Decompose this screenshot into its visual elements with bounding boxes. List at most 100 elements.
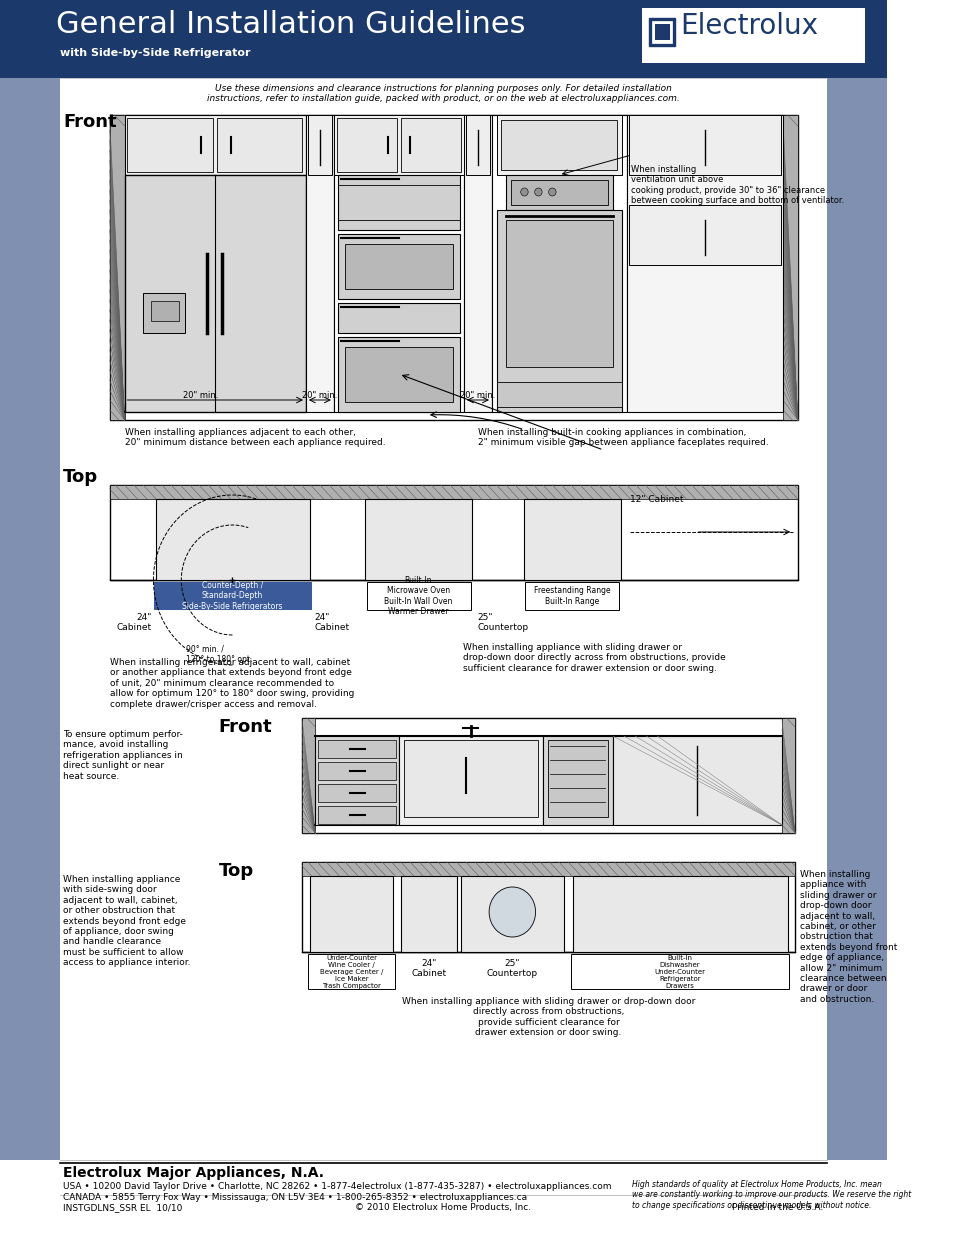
Bar [547,740,607,818]
Bar [125,115,306,175]
Bar [345,347,453,403]
Bar [398,736,542,825]
Bar [400,876,456,952]
Bar [826,78,886,1160]
Bar [641,7,863,63]
Bar [365,499,472,580]
Bar [302,718,314,832]
Bar [496,382,621,408]
Bar [460,876,563,952]
Text: Front: Front [63,112,116,131]
Bar [336,119,396,172]
Bar [367,582,470,610]
Text: Use these dimensions and clearance instructions for planning purposes only. For : Use these dimensions and clearance instr… [207,84,679,104]
Text: 20" min.: 20" min. [459,390,496,399]
Bar [302,862,794,876]
Circle shape [534,188,541,196]
Text: USA • 10200 David Taylor Drive • Charlotte, NC 28262 • 1-877-4electrolux (1-877-: USA • 10200 David Taylor Drive • Charlot… [63,1182,611,1191]
Bar [654,23,669,40]
Bar [334,115,463,412]
Bar [60,78,826,1160]
Bar [782,115,797,420]
Text: When installing appliance
with side-swing door
adjacent to wall, cabinet,
or oth: When installing appliance with side-swin… [63,876,191,967]
Bar [572,876,787,952]
Text: 90° min. /
120° to 180° opt.: 90° min. / 120° to 180° opt. [186,645,253,664]
Bar [523,499,620,580]
Text: When installing
appliance with
sliding drawer or
drop-down door
adjacent to wall: When installing appliance with sliding d… [799,869,896,1004]
Bar [525,582,618,610]
Text: with Side-by-Side Refrigerator: with Side-by-Side Refrigerator [60,48,251,58]
Text: When installing appliance with sliding drawer or
drop-down door directly across : When installing appliance with sliding d… [462,643,725,673]
Circle shape [489,887,535,937]
Bar [648,19,675,46]
Bar [302,862,794,952]
Bar [314,736,398,825]
Bar [128,119,213,172]
Text: 24"
Cabinet: 24" Cabinet [411,960,446,978]
Bar [125,175,306,412]
Bar [500,120,617,170]
Text: 20" min.: 20" min. [302,390,337,399]
Text: Built-In
Microwave Oven
Built-In Wall Oven
Warmer Drawer: Built-In Microwave Oven Built-In Wall Ov… [384,576,452,616]
Text: When installing appliance with sliding drawer or drop-down door
directly across : When installing appliance with sliding d… [401,997,695,1037]
Bar [110,485,797,580]
Text: Built-In
Dishwasher
Under-Counter
Refrigerator
Drawers: Built-In Dishwasher Under-Counter Refrig… [654,955,704,989]
Bar [496,115,621,175]
Bar [0,78,60,1160]
Bar [143,293,185,333]
Bar [403,740,537,818]
Bar [510,180,607,205]
Bar [310,876,393,952]
Bar [400,119,460,172]
Bar [612,736,781,825]
Text: Counter-Depth /
Standard-Depth
Side-By-Side Refrigerators: Counter-Depth / Standard-Depth Side-By-S… [182,582,282,611]
Bar [308,115,332,175]
Text: Freestanding Range
Built-In Range: Freestanding Range Built-In Range [533,587,610,605]
Text: 25"
Countertop: 25" Countertop [486,960,537,978]
Text: When installing
ventilation unit above
cooking product, provide 30" to 36" clear: When installing ventilation unit above c… [631,165,843,205]
Bar [781,718,794,832]
Bar [302,718,794,832]
Text: Electrolux Major Appliances, N.A.: Electrolux Major Appliances, N.A. [63,1166,324,1179]
Text: High standards of quality at Electrolux Home Products, Inc. mean
we are constant: High standards of quality at Electrolux … [632,1179,911,1210]
Bar [110,485,797,499]
Text: 24"
Cabinet: 24" Cabinet [314,613,349,632]
Text: Electrolux: Electrolux [679,12,818,40]
Bar [492,115,626,412]
Bar [337,337,459,412]
Text: Under-Counter
Wine Cooler /
Beverage Center /
Ice Maker
Trash Compactor: Under-Counter Wine Cooler / Beverage Cen… [319,955,383,989]
Text: 20" min.: 20" min. [183,390,218,399]
Bar [0,0,886,78]
Text: Front: Front [218,718,272,736]
Bar [465,115,490,175]
Bar [317,784,395,802]
Text: 25"
Countertop: 25" Countertop [476,613,528,632]
Text: 24"
Cabinet: 24" Cabinet [116,613,152,632]
Bar [570,953,789,989]
Bar [505,175,612,210]
Bar [151,301,178,321]
Bar [154,582,312,610]
Bar [156,499,310,580]
Bar [651,21,672,43]
Bar [334,115,463,175]
Bar [317,806,395,824]
Text: 12" Cabinet: 12" Cabinet [630,495,683,504]
Text: When installing refrigerator adjacent to wall, cabinet
or another appliance that: When installing refrigerator adjacent to… [110,658,354,709]
Bar [317,740,395,758]
Bar [345,245,453,289]
Circle shape [520,188,528,196]
Bar [505,220,612,367]
Bar [542,736,612,825]
Bar [110,115,797,420]
Text: INSTGDLNS_SSR EL  10/10: INSTGDLNS_SSR EL 10/10 [63,1203,182,1212]
Text: © 2010 Electrolux Home Products, Inc.: © 2010 Electrolux Home Products, Inc. [355,1203,531,1212]
Text: CANADA • 5855 Terry Fox Way • Mississauga, ON L5V 3E4 • 1-800-265-8352 • electro: CANADA • 5855 Terry Fox Way • Mississaug… [63,1193,527,1202]
Text: Printed in the U.S.A.: Printed in the U.S.A. [731,1203,822,1212]
Bar [463,115,492,412]
Text: To ensure optimum perfor-
mance, avoid installing
refrigeration appliances in
di: To ensure optimum perfor- mance, avoid i… [63,730,183,781]
Bar [337,303,459,333]
Text: General Installation Guidelines: General Installation Guidelines [55,10,525,40]
Bar [216,119,302,172]
Bar [337,175,459,230]
